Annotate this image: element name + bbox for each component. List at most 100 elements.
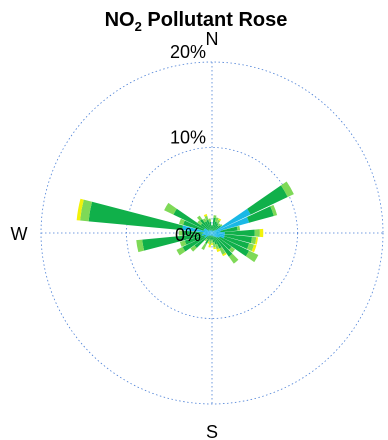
wedge-190-bin-3 — [208, 244, 211, 248]
wedge-350-bin-1 — [209, 221, 212, 231]
wedge-200-bin-0 — [210, 233, 212, 236]
wedge-100-bin-3 — [255, 237, 258, 245]
wedge-330-bin-0 — [210, 230, 212, 233]
wedge-290-bin-2 — [179, 218, 185, 226]
wedge-80-bin-1 — [220, 226, 238, 233]
wedge-310-bin-0 — [209, 230, 212, 233]
compass-label-west: W — [11, 224, 28, 244]
wedge-180-bin-1 — [211, 235, 213, 240]
wedge-260-bin-1 — [142, 233, 203, 251]
wedge-70-bin-0 — [212, 216, 250, 233]
wedge-160-bin-1 — [212, 236, 217, 245]
wedge-20-bin-1 — [212, 221, 217, 232]
wedge-180-bin-2 — [211, 239, 213, 244]
wedge-140-bin-2 — [228, 253, 239, 264]
wedge-20-bin-0 — [212, 231, 213, 233]
wedge-280-bin-0 — [182, 225, 212, 233]
wedge-170-bin-1 — [212, 235, 215, 243]
wedge-60-bin-2 — [280, 181, 294, 198]
wedge-270-bin-0 — [203, 232, 212, 234]
wedge-240-bin-2 — [176, 246, 186, 256]
wedge-90-bin-2 — [254, 229, 260, 237]
chart-title-subscript: 2 — [135, 19, 142, 34]
wedge-280-bin-2 — [80, 199, 93, 222]
wedge-20-bin-2 — [215, 217, 219, 223]
wedge-140-bin-1 — [214, 236, 233, 257]
wedge-280-bin-1 — [88, 201, 184, 231]
compass-label-north: N — [206, 29, 219, 49]
wedge-330-bin-1 — [204, 221, 211, 231]
wedge-230-bin-2 — [190, 245, 197, 252]
wedge-30-bin-0 — [212, 230, 214, 233]
wedge-150-bin-1 — [213, 236, 222, 249]
wedge-140-bin-0 — [212, 233, 216, 238]
wedge-270-bin-1 — [182, 230, 204, 236]
wedge-180-bin-3 — [211, 243, 213, 245]
wedge-270-bin-2 — [178, 230, 183, 236]
wedge-190-bin-2 — [208, 240, 212, 245]
wedge-100-bin-1 — [224, 234, 253, 244]
wedge-290-bin-1 — [183, 220, 205, 231]
wedge-240-bin-0 — [204, 233, 212, 238]
wedge-260-bin-0 — [201, 233, 212, 236]
wedge-250-bin-2 — [179, 240, 187, 247]
wedge-110-bin-0 — [212, 233, 225, 239]
wedge-290-bin-0 — [203, 229, 212, 233]
wedge-340-bin-2 — [204, 215, 209, 221]
wedge-70-bin-2 — [270, 204, 278, 216]
wedge-60-bin-0 — [212, 208, 251, 233]
wedge-200-bin-3 — [207, 241, 210, 244]
wedge-210-bin-1 — [205, 235, 211, 244]
wedge-50-bin-2 — [219, 223, 223, 227]
wedge-130-bin-1 — [216, 236, 232, 250]
wedge-60-bin-1 — [247, 185, 288, 215]
wedge-210-bin-2 — [201, 242, 207, 250]
wedge-350-bin-0 — [211, 230, 212, 233]
wedge-330-bin-2 — [202, 218, 207, 223]
wedge-170-bin-0 — [212, 233, 213, 236]
wedge-250-bin-0 — [205, 233, 212, 236]
wedge-10-bin-1 — [212, 217, 216, 231]
rose-wedges — [76, 181, 294, 264]
wedge-310-bin-2 — [197, 220, 203, 226]
wedge-190-bin-1 — [210, 235, 212, 241]
wedge-100-bin-2 — [250, 236, 257, 245]
wedge-210-bin-0 — [210, 233, 212, 237]
wedge-50-bin-1 — [215, 225, 222, 231]
radial-tick-10: 10% — [170, 128, 206, 148]
wedge-90-bin-1 — [224, 229, 255, 237]
chart-title: NO2 Pollutant Rose — [105, 9, 288, 34]
wedge-130-bin-2 — [229, 246, 235, 253]
wedge-340-bin-0 — [210, 229, 212, 233]
wedge-230-bin-1 — [194, 235, 209, 249]
wedge-220-bin-1 — [206, 234, 211, 240]
wedge-150-bin-2 — [219, 247, 226, 255]
wedge-110-bin-2 — [246, 243, 255, 252]
wedge-300-bin-1 — [173, 208, 205, 230]
wedge-130-bin-0 — [212, 233, 218, 238]
wedge-320-bin-1 — [199, 219, 210, 230]
wedge-150-bin-0 — [212, 233, 215, 237]
wedge-120-bin-2 — [245, 250, 259, 263]
wedge-160-bin-3 — [216, 248, 221, 252]
wedge-120-bin-1 — [219, 236, 250, 257]
chart-title-main: NO — [105, 9, 135, 31]
wedge-10-bin-0 — [212, 230, 213, 233]
wedge-190-bin-0 — [211, 233, 212, 236]
wedge-100-bin-0 — [212, 233, 225, 237]
wedge-30-bin-1 — [213, 222, 219, 231]
wedge-30-bin-3 — [218, 218, 222, 222]
wedge-310-bin-1 — [200, 223, 210, 232]
wedge-110-bin-1 — [223, 236, 250, 250]
wedge-170-bin-3 — [213, 247, 217, 250]
compass-label-south: S — [206, 422, 218, 440]
wedge-40-bin-1 — [213, 225, 219, 232]
radial-tick-20: 20% — [170, 42, 206, 62]
wedge-80-bin-2 — [236, 225, 241, 231]
wedge-110-bin-3 — [251, 244, 257, 253]
wedge-160-bin-2 — [215, 243, 220, 250]
radial-tick-0: 0% — [175, 225, 201, 245]
wedge-30-bin-2 — [216, 219, 221, 224]
wedge-230-bin-0 — [208, 233, 212, 237]
wedge-340-bin-3 — [203, 214, 208, 217]
